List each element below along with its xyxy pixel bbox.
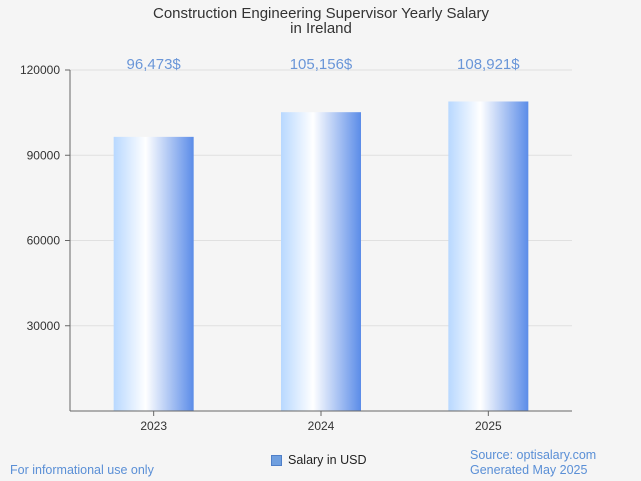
- labels: 30000 60000 90000 120000 96,473$ 2023 105,156$…: [20, 56, 520, 433]
- x-tick-label: 2024: [308, 419, 335, 433]
- y-tick-label: 120000: [20, 63, 60, 77]
- source-text: Source: optisalary.com: [470, 448, 597, 462]
- y-tick-label: 30000: [27, 319, 61, 333]
- generated-text: Generated May 2025: [470, 463, 588, 477]
- y-tick-label: 90000: [27, 148, 61, 162]
- y-tick-label: 60000: [27, 234, 61, 248]
- disclaimer-text: For informational use only: [10, 463, 154, 477]
- chart-subtitle: in Ireland: [290, 20, 352, 37]
- bar-2024: [281, 112, 361, 411]
- bar-2025: [448, 101, 529, 412]
- chart-title: Construction Engineering Supervisor Year…: [153, 5, 490, 22]
- legend-swatch: [271, 454, 282, 466]
- chart-legend: Salary in USD: [271, 453, 367, 467]
- axes: [65, 69, 572, 416]
- bar-2023: [113, 136, 194, 411]
- value-label-2023: 96,473$: [127, 56, 182, 73]
- legend-label: Salary in USD: [288, 453, 367, 467]
- value-label-2024: 105,156$: [290, 56, 353, 73]
- bars: [113, 101, 529, 412]
- value-label-2025: 108,921$: [457, 56, 520, 73]
- x-tick-label: 2025: [475, 419, 502, 433]
- x-tick-label: 2023: [140, 419, 167, 433]
